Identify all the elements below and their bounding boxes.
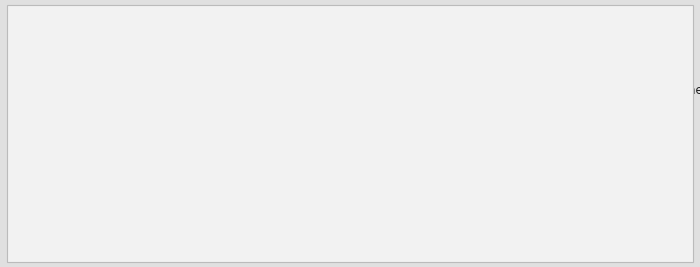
Text: trichloride but AlCl₃ is called aluminum chloride. Why do you think one compound: trichloride but AlCl₃ is called aluminum… bbox=[20, 84, 700, 97]
Text: There are three chlorines in both of these compounds, NCl₃ and AlCl₃. However, N: There are three chlorines in both of the… bbox=[20, 56, 626, 69]
Text: A. None of the above is true.: A. None of the above is true. bbox=[35, 131, 195, 141]
Text: one did not?: one did not? bbox=[20, 113, 93, 126]
Text: C. The chlorine in NCl₃ is bonded to nitrogen by an ionic bond.: C. The chlorine in NCl₃ is bonded to nit… bbox=[35, 193, 382, 203]
Text: B. The chlorine in NCl₃ is covalently bonded to the nitrogen.: B. The chlorine in NCl₃ is covalently bo… bbox=[35, 162, 370, 172]
Text: QUESTION 14: QUESTION 14 bbox=[20, 22, 109, 35]
Text: D. NCl₃ is a polyatomic ion but AlCl₃ is an ionic compound.: D. NCl₃ is a polyatomic ion but AlCl₃ is… bbox=[35, 224, 360, 234]
